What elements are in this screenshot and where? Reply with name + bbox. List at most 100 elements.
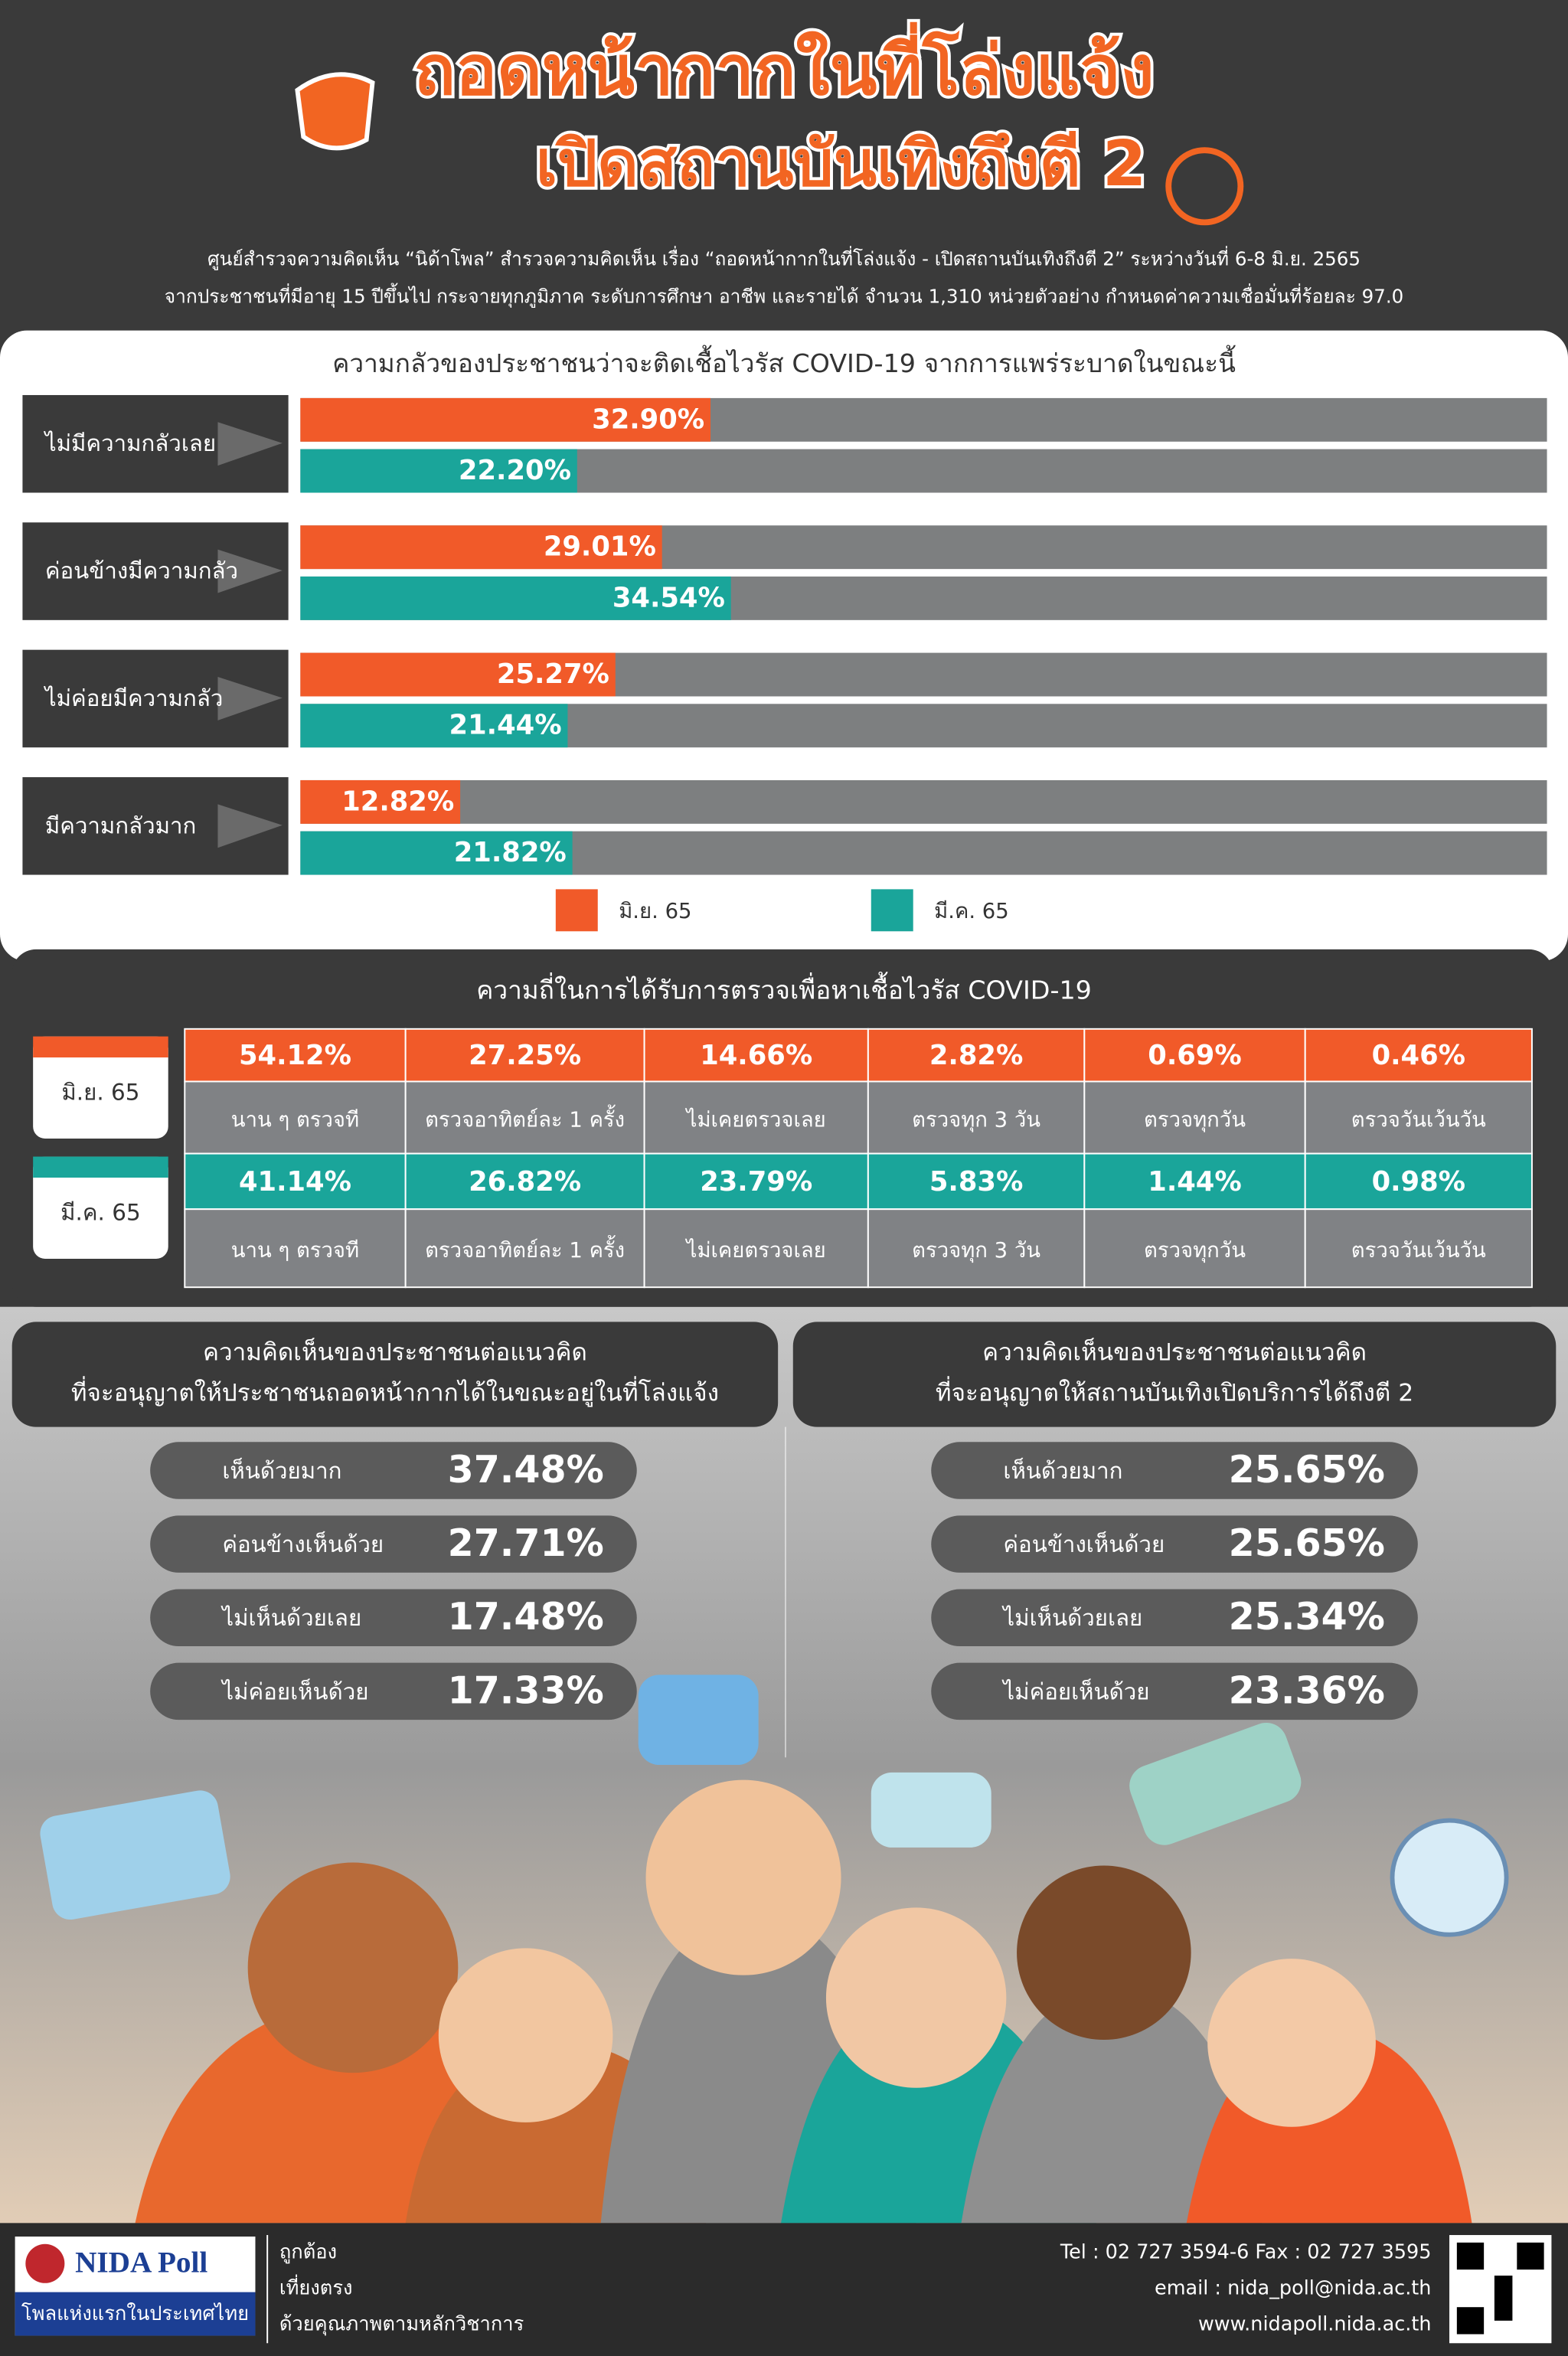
bar-value-label: 25.27% (497, 658, 609, 690)
value-cell (1083, 1028, 1306, 1083)
bar (300, 525, 662, 570)
opinion-value: 17.33% (448, 1668, 604, 1712)
person (247, 1862, 459, 2073)
mask (1390, 1818, 1509, 1937)
qr-part (1456, 2242, 1485, 2270)
answer-cell (1083, 1208, 1306, 1289)
opinion-pill (150, 1662, 637, 1720)
title: ถอดหน้ากากในที่โล่งแจ้ง (413, 21, 1154, 111)
answer-cell (867, 1208, 1086, 1289)
value-cell (1304, 1152, 1533, 1211)
subtitle: จากประชาชนที่มีอายุ 15 ปีขึ้นไป กระจายทุ… (165, 283, 1404, 308)
cell-answer: ตรวจทุกวัน (1144, 1108, 1246, 1132)
bar-value-label: 32.90% (592, 404, 704, 435)
opinion-title: ความคิดเห็นของประชาชนต่อแนวคิด (982, 1338, 1367, 1367)
cell-answer: ตรวจวันเว้นวัน (1351, 1239, 1486, 1263)
cell-value: 5.83% (929, 1166, 1023, 1198)
subtitle: ศูนย์สำรวจความคิดเห็น “นิด้าโพล” สำรวจคว… (207, 245, 1361, 270)
qr-part (1494, 2276, 1513, 2321)
qr-part (1517, 2242, 1544, 2270)
bar-value-label: 29.01% (544, 531, 656, 563)
opinion-label: เห็นด้วยมาก (1003, 1457, 1122, 1484)
person (1017, 1865, 1191, 2041)
category-label: ค่อนข้างมีความกลัว (45, 558, 238, 584)
motto-line: ด้วยคุณภาพตามหลักวิชาการ (279, 2313, 524, 2336)
answer-cell (404, 1080, 645, 1155)
opinion-value: 23.36% (1229, 1668, 1385, 1712)
bar-track (300, 779, 1547, 824)
opinion-label: เห็นด้วยมาก (222, 1457, 341, 1484)
bar (300, 779, 461, 824)
opinion-header (792, 1322, 1557, 1427)
category-label: ไม่มีความกลัวเลย (44, 430, 216, 456)
cell-answer: ตรวจอาทิตย์ละ 1 ครั้ง (425, 1235, 625, 1263)
clock-icon (1165, 147, 1244, 226)
bar (300, 397, 711, 442)
opinion-value: 27.71% (448, 1521, 604, 1565)
logo-emblem (25, 2243, 65, 2283)
motto-line: ถูกต้อง (279, 2241, 337, 2264)
answer-cell (184, 1080, 407, 1155)
value-cell (1304, 1028, 1533, 1083)
calendar-icon (33, 1156, 168, 1259)
illustration (40, 1675, 1509, 2224)
bar-value-label: 21.44% (449, 710, 562, 741)
bar (300, 576, 731, 620)
mask (1129, 1722, 1302, 1845)
legend-swatch (871, 889, 913, 932)
cell-value: 26.82% (469, 1166, 581, 1198)
title: เปิดสถานบันเทิงถึงตี 2 (536, 128, 1147, 201)
calendar-label: มิ.ย. 65 (61, 1080, 139, 1106)
opinion-label: ไม่เห็นด้วยเลย (1001, 1604, 1142, 1631)
cell-answer: ไม่เคยตรวจเลย (685, 1107, 826, 1132)
opinion-pill (150, 1442, 637, 1499)
cell-value: 14.66% (700, 1040, 812, 1071)
opinion-value: 25.34% (1229, 1594, 1385, 1639)
arrow-decoration (217, 549, 283, 593)
bar-value-label: 34.54% (612, 582, 725, 613)
person (645, 1779, 841, 1975)
legend-label: มี.ค. 65 (934, 900, 1009, 923)
cell-answer: นาน ๆ ตรวจที (231, 1239, 359, 1263)
opinion-label: ค่อนข้างเห็นด้วย (1003, 1531, 1165, 1557)
person (1207, 1959, 1376, 2127)
logo-band (15, 2292, 256, 2336)
person (961, 1982, 1262, 2224)
opinion-header (11, 1322, 779, 1427)
bar-value-label: 12.82% (341, 786, 454, 817)
cell-value: 0.46% (1372, 1040, 1465, 1071)
motto-line: เที่ยงตรง (279, 2275, 353, 2300)
opinion-title: ที่จะอนุญาตให้สถานบันเทิงเปิดบริการได้ถึ… (936, 1375, 1413, 1407)
contact-line: Tel : 02 727 3594-6 Fax : 02 727 3595 (1060, 2241, 1432, 2264)
opinion-value: 17.48% (448, 1594, 604, 1639)
bar (300, 704, 568, 748)
opinion-title: ที่จะอนุญาตให้ประชาชนถอดหน้ากากได้ในขณะอ… (71, 1375, 719, 1407)
arrow-decoration (217, 804, 283, 848)
cell-value: 27.25% (469, 1040, 581, 1071)
cell-value: 1.44% (1148, 1166, 1241, 1198)
opinion-value: 37.48% (448, 1447, 604, 1492)
calendar-top (33, 1156, 168, 1178)
answer-cell (1083, 1080, 1306, 1155)
arrow-decoration (217, 676, 283, 721)
cell-value: 41.14% (239, 1166, 351, 1198)
cell-answer: ไม่เคยตรวจเลย (685, 1238, 826, 1263)
qr-part (1456, 2307, 1485, 2335)
mask-icon (295, 72, 375, 151)
arrow-decoration (217, 422, 283, 466)
calendar-icon (33, 1036, 168, 1139)
opinion-pill (931, 1442, 1418, 1499)
bar (300, 652, 616, 697)
section-title: ความถี่ในการได้รับการตรวจเพื่อหาเชื้อไวร… (476, 971, 1092, 1005)
opinion-pill (150, 1589, 637, 1647)
bar-value-label: 21.82% (454, 837, 567, 868)
opinion-pill (931, 1589, 1418, 1647)
value-cell (867, 1028, 1086, 1083)
cell-answer: ตรวจทุกวัน (1144, 1239, 1246, 1263)
footer (0, 2223, 1568, 2356)
legend-label: มิ.ย. 65 (619, 900, 691, 923)
opinion-pill (931, 1515, 1418, 1573)
person (825, 1907, 1007, 2088)
mask (871, 1772, 991, 1848)
cell-answer: ตรวจทุก 3 วัน (912, 1239, 1040, 1263)
